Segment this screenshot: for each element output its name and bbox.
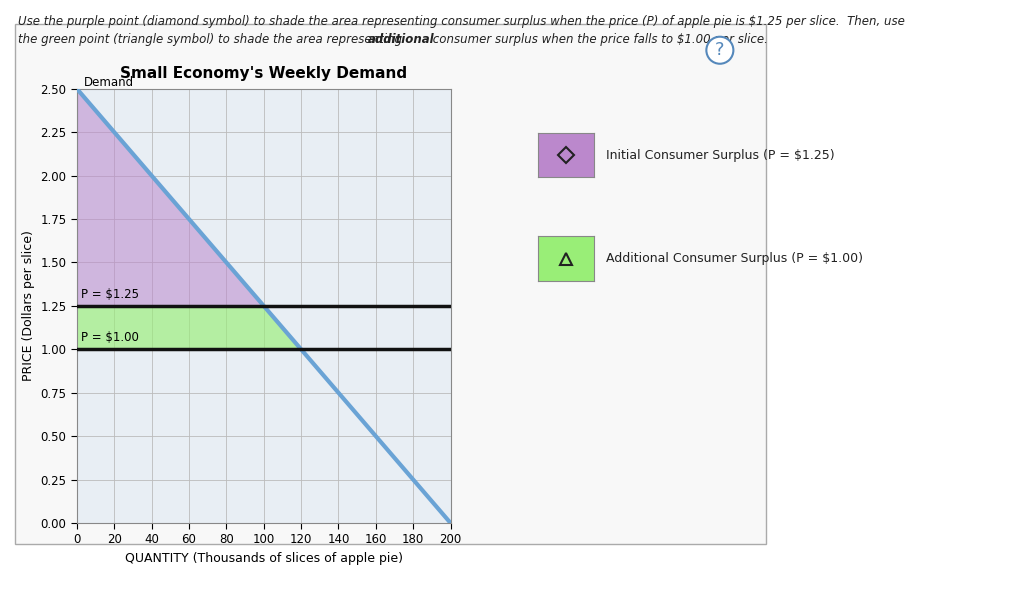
Title: Small Economy's Weekly Demand: Small Economy's Weekly Demand	[120, 66, 408, 80]
Text: consumer surplus when the price falls to $1.00 per slice.: consumer surplus when the price falls to…	[429, 33, 767, 46]
Text: P = $1.25: P = $1.25	[81, 288, 138, 301]
Polygon shape	[77, 89, 264, 306]
Text: Initial Consumer Surplus (P = $1.25): Initial Consumer Surplus (P = $1.25)	[606, 149, 835, 161]
Text: Use the purple point (diamond symbol) to shade the area representing consumer su: Use the purple point (diamond symbol) to…	[18, 15, 905, 28]
Text: Demand: Demand	[84, 76, 134, 89]
X-axis label: QUANTITY (Thousands of slices of apple pie): QUANTITY (Thousands of slices of apple p…	[125, 552, 402, 565]
Text: additional: additional	[369, 33, 435, 46]
Text: P = $1.00: P = $1.00	[81, 331, 138, 344]
Text: ?: ?	[715, 41, 725, 59]
Text: the green point (triangle symbol) to shade the area representing: the green point (triangle symbol) to sha…	[18, 33, 407, 46]
Y-axis label: PRICE (Dollars per slice): PRICE (Dollars per slice)	[22, 230, 35, 381]
Polygon shape	[77, 306, 301, 349]
Text: Additional Consumer Surplus (P = $1.00): Additional Consumer Surplus (P = $1.00)	[606, 252, 863, 265]
